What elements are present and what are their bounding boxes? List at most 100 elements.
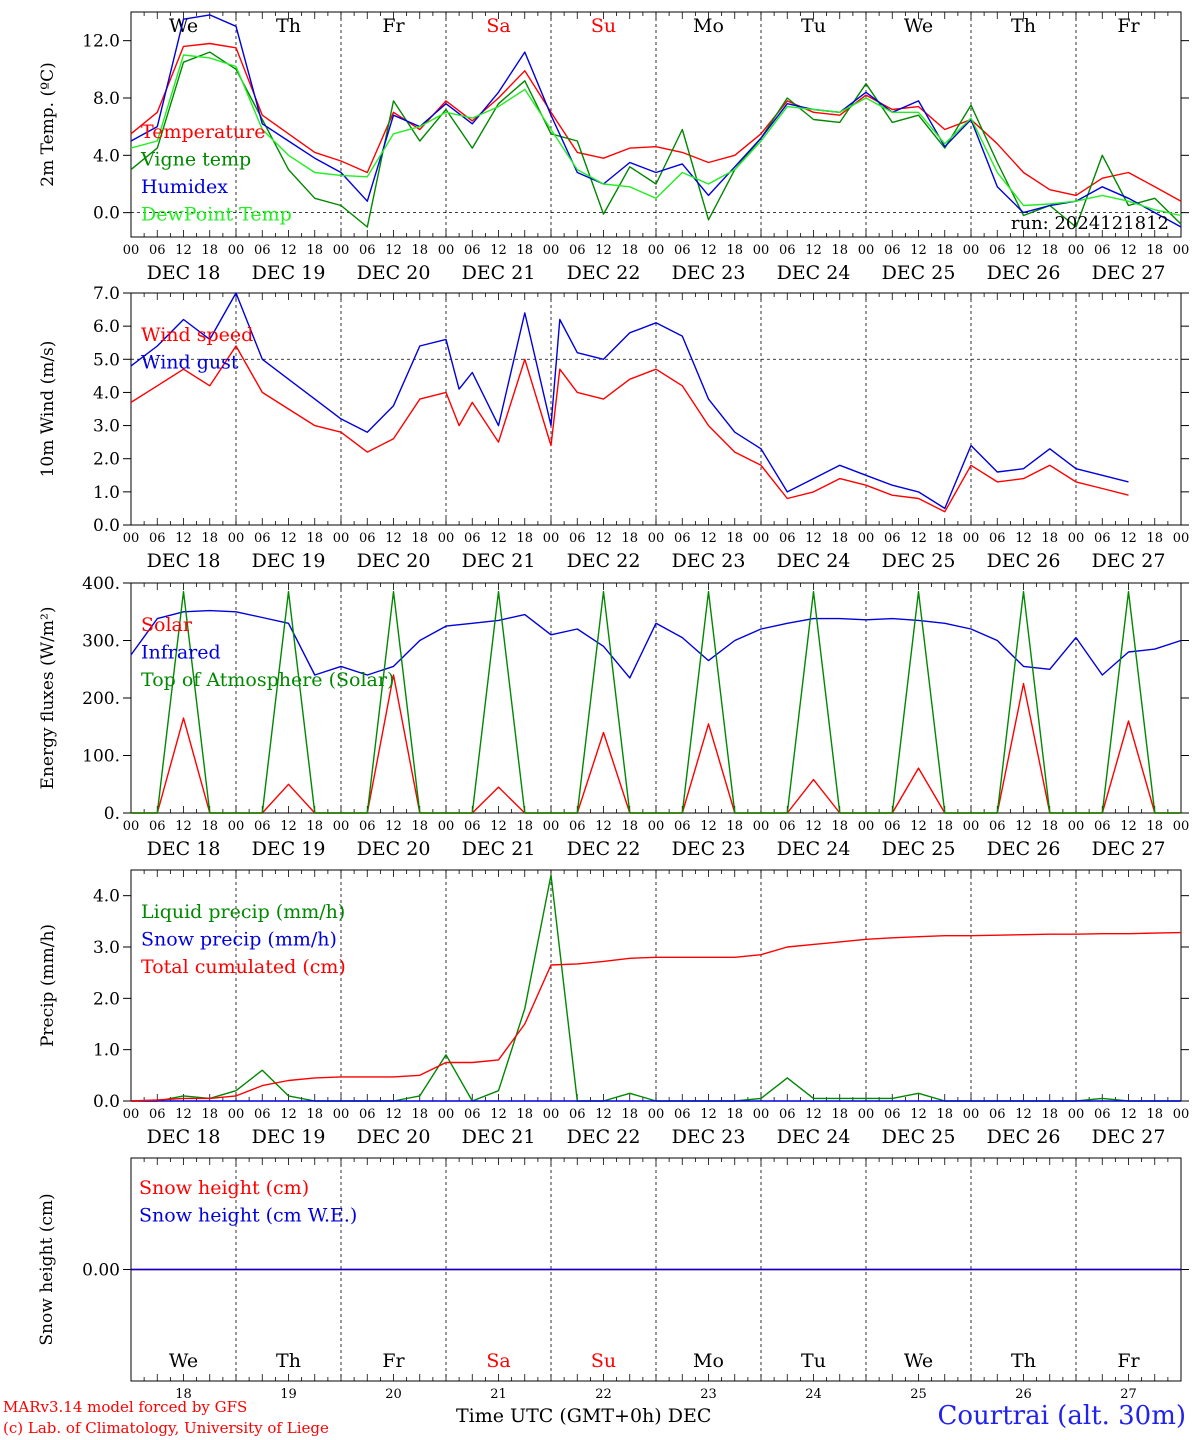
y-tick-label: 200. (82, 689, 120, 709)
date-label: DEC 18 (147, 1126, 221, 1148)
hour-label: 06 (254, 819, 271, 834)
hour-label: 00 (123, 243, 140, 258)
hour-label: 00 (753, 243, 770, 258)
hour-label: 00 (123, 1107, 140, 1122)
hour-label: 18 (936, 243, 953, 258)
hour-label: 00 (543, 1107, 560, 1122)
y-tick-label: 3.0 (93, 417, 120, 437)
hour-label: 12 (595, 531, 612, 546)
date-label: DEC 26 (987, 262, 1061, 284)
date-label: DEC 25 (882, 838, 956, 860)
hour-label: 18 (1146, 243, 1163, 258)
hour-label: 12 (1120, 531, 1137, 546)
hour-label: 12 (910, 531, 927, 546)
y-tick-label: 5.0 (93, 350, 120, 370)
hour-label: 06 (779, 1107, 796, 1122)
series-line-dewpoint-temp (130, 54, 1182, 217)
day-of-week-label: Su (591, 1350, 616, 1372)
day-of-week-label: Sa (486, 15, 510, 37)
hour-label: 18 (621, 531, 638, 546)
hour-label: 00 (1173, 531, 1190, 546)
legend-entry: Total cumulated (cm) (141, 956, 346, 978)
hour-label: 06 (569, 531, 586, 546)
date-label: DEC 24 (777, 262, 851, 284)
date-label: DEC 22 (567, 838, 641, 860)
day-of-week-label: We (904, 15, 933, 37)
y-tick-label: 4.0 (93, 383, 120, 403)
day-number-label: 22 (595, 1387, 612, 1402)
y-tick-label: 0.00 (82, 1261, 120, 1281)
panel-4: 0.0 1.0 2.0 3.0 4.0 Precip (mm/h) 00 06 12 18 DEC … (38, 869, 1190, 1148)
legend-entry: Snow precip (mm/h) (141, 929, 337, 951)
hour-label: 06 (1094, 819, 1111, 834)
y-tick-label: 300. (82, 632, 120, 652)
hour-label: 18 (306, 819, 323, 834)
day-of-week-label: We (169, 15, 198, 37)
y-tick-label: 7.0 (93, 284, 120, 304)
y-tick-label: 8.0 (93, 89, 120, 109)
day-number-label: 20 (385, 1387, 402, 1402)
hour-label: 00 (228, 1107, 245, 1122)
hour-label: 12 (175, 1107, 192, 1122)
day-of-week-label: We (169, 1350, 198, 1372)
legend-entry: Snow height (cm) (139, 1177, 309, 1199)
y-tick-label: 12.0 (82, 32, 120, 52)
hour-label: 00 (753, 1107, 770, 1122)
hour-label: 00 (963, 531, 980, 546)
hour-label: 00 (438, 531, 455, 546)
hour-label: 06 (884, 1107, 901, 1122)
station-name: Courtrai (alt. 30m) (937, 1401, 1187, 1431)
hour-label: 00 (543, 819, 560, 834)
hour-label: 18 (306, 243, 323, 258)
panel-5: 0.00 Snow height (cm) We Th Fr Sa Su Mo Tu We Th Fr… (37, 1157, 1189, 1402)
date-label: DEC 20 (357, 550, 431, 572)
hour-label: 00 (543, 243, 560, 258)
hour-label: 18 (516, 819, 533, 834)
hour-label: 12 (490, 1107, 507, 1122)
hour-label: 12 (385, 243, 402, 258)
hour-label: 06 (149, 531, 166, 546)
hour-label: 00 (963, 243, 980, 258)
date-label: DEC 25 (882, 262, 956, 284)
hour-label: 12 (280, 531, 297, 546)
hour-label: 12 (280, 819, 297, 834)
y-axis-label: Energy fluxes (W/m²) (38, 607, 58, 790)
hour-label: 06 (674, 531, 691, 546)
legend-entry: Infrared (141, 642, 221, 664)
hour-label: 18 (306, 531, 323, 546)
date-label: DEC 21 (462, 550, 536, 572)
y-tick-label: 400. (82, 574, 120, 594)
hour-label: 06 (674, 819, 691, 834)
day-number-label: 18 (175, 1387, 192, 1402)
date-label: DEC 19 (252, 550, 326, 572)
date-label: DEC 22 (567, 1126, 641, 1148)
series-line-humidex (130, 14, 1182, 228)
hour-label: 12 (700, 1107, 717, 1122)
hour-label: 12 (805, 531, 822, 546)
date-label: DEC 27 (1092, 1126, 1166, 1148)
hour-label: 00 (1173, 1107, 1190, 1122)
date-label: DEC 23 (672, 262, 746, 284)
hour-label: 12 (490, 819, 507, 834)
hour-label: 00 (753, 819, 770, 834)
day-number-label: 24 (805, 1387, 822, 1402)
hour-label: 18 (201, 819, 218, 834)
hour-label: 06 (359, 243, 376, 258)
date-label: DEC 23 (672, 550, 746, 572)
series-line-wind-gust (130, 292, 1129, 510)
hour-label: 12 (1120, 819, 1137, 834)
hour-label: 06 (464, 243, 481, 258)
hour-label: 06 (464, 531, 481, 546)
day-number-label: 25 (910, 1387, 927, 1402)
date-label: DEC 19 (252, 262, 326, 284)
hour-label: 06 (569, 243, 586, 258)
date-label: DEC 19 (252, 1126, 326, 1148)
run-annotation: run: 2024121812 (1011, 213, 1169, 234)
hour-label: 18 (516, 531, 533, 546)
y-tick-label: 4.0 (93, 146, 120, 166)
hour-label: 18 (831, 1107, 848, 1122)
day-of-week-label: Fr (1117, 1350, 1140, 1372)
date-label: DEC 27 (1092, 550, 1166, 572)
hour-label: 18 (726, 243, 743, 258)
date-label: DEC 26 (987, 1126, 1061, 1148)
